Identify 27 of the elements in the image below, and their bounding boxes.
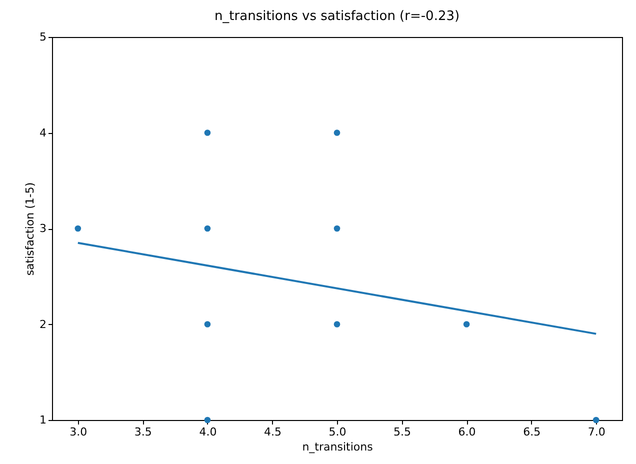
point — [334, 225, 340, 232]
x-tick-label: 5.5 — [394, 426, 412, 438]
point — [463, 321, 470, 328]
point — [74, 225, 82, 232]
y-axis-title: satisfaction (1-5) — [24, 182, 36, 276]
x-tick-label: 6.5 — [523, 426, 541, 438]
x-tick-label: 7.0 — [588, 426, 606, 438]
chart-title: n_transitions vs satisfaction (r=-0.23) — [214, 9, 460, 24]
y-tick-label: 3 — [40, 222, 46, 235]
point — [204, 416, 211, 424]
point — [592, 416, 600, 424]
x-axis-title: n_transitions — [302, 440, 374, 454]
point — [334, 130, 340, 136]
y-tick-label: 5 — [40, 30, 46, 44]
x-tick-label: 6.0 — [458, 426, 476, 438]
x-tick-label: 5.0 — [328, 426, 346, 438]
point — [334, 321, 340, 328]
x-tick-label: 3.0 — [70, 426, 88, 438]
point — [204, 321, 211, 328]
x-tick-label: 4.0 — [199, 426, 217, 438]
y-tick-label: 4 — [40, 126, 46, 140]
y-tick-label: 2 — [40, 318, 46, 331]
point — [204, 225, 211, 232]
y-tick-label: 1 — [40, 414, 46, 426]
point — [204, 130, 211, 136]
x-tick-label: 3.5 — [134, 426, 152, 438]
x-tick-label: 4.5 — [264, 426, 282, 438]
